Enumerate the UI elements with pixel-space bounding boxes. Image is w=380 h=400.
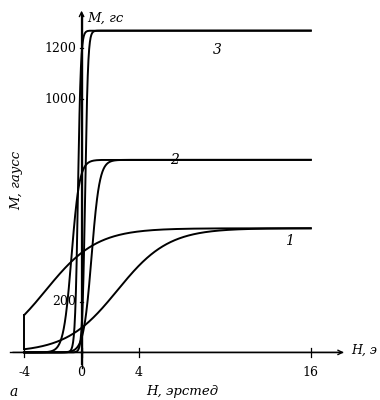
- Text: 1200: 1200: [45, 42, 76, 55]
- Text: 4: 4: [135, 366, 143, 379]
- Text: М, гаусс: М, гаусс: [11, 150, 24, 210]
- Text: 1: 1: [285, 234, 294, 248]
- Text: 1000: 1000: [44, 92, 76, 106]
- Text: а: а: [10, 385, 18, 399]
- Text: Н, эрстед: Н, эрстед: [146, 385, 218, 398]
- Text: 16: 16: [303, 366, 319, 379]
- Text: 3: 3: [213, 43, 222, 57]
- Text: М, гс: М, гс: [87, 12, 124, 25]
- Text: Н, э: Н, э: [351, 343, 377, 356]
- Text: 0: 0: [78, 366, 86, 379]
- Text: -4: -4: [18, 366, 30, 379]
- Text: 200: 200: [53, 295, 76, 308]
- Text: 2: 2: [170, 153, 179, 167]
